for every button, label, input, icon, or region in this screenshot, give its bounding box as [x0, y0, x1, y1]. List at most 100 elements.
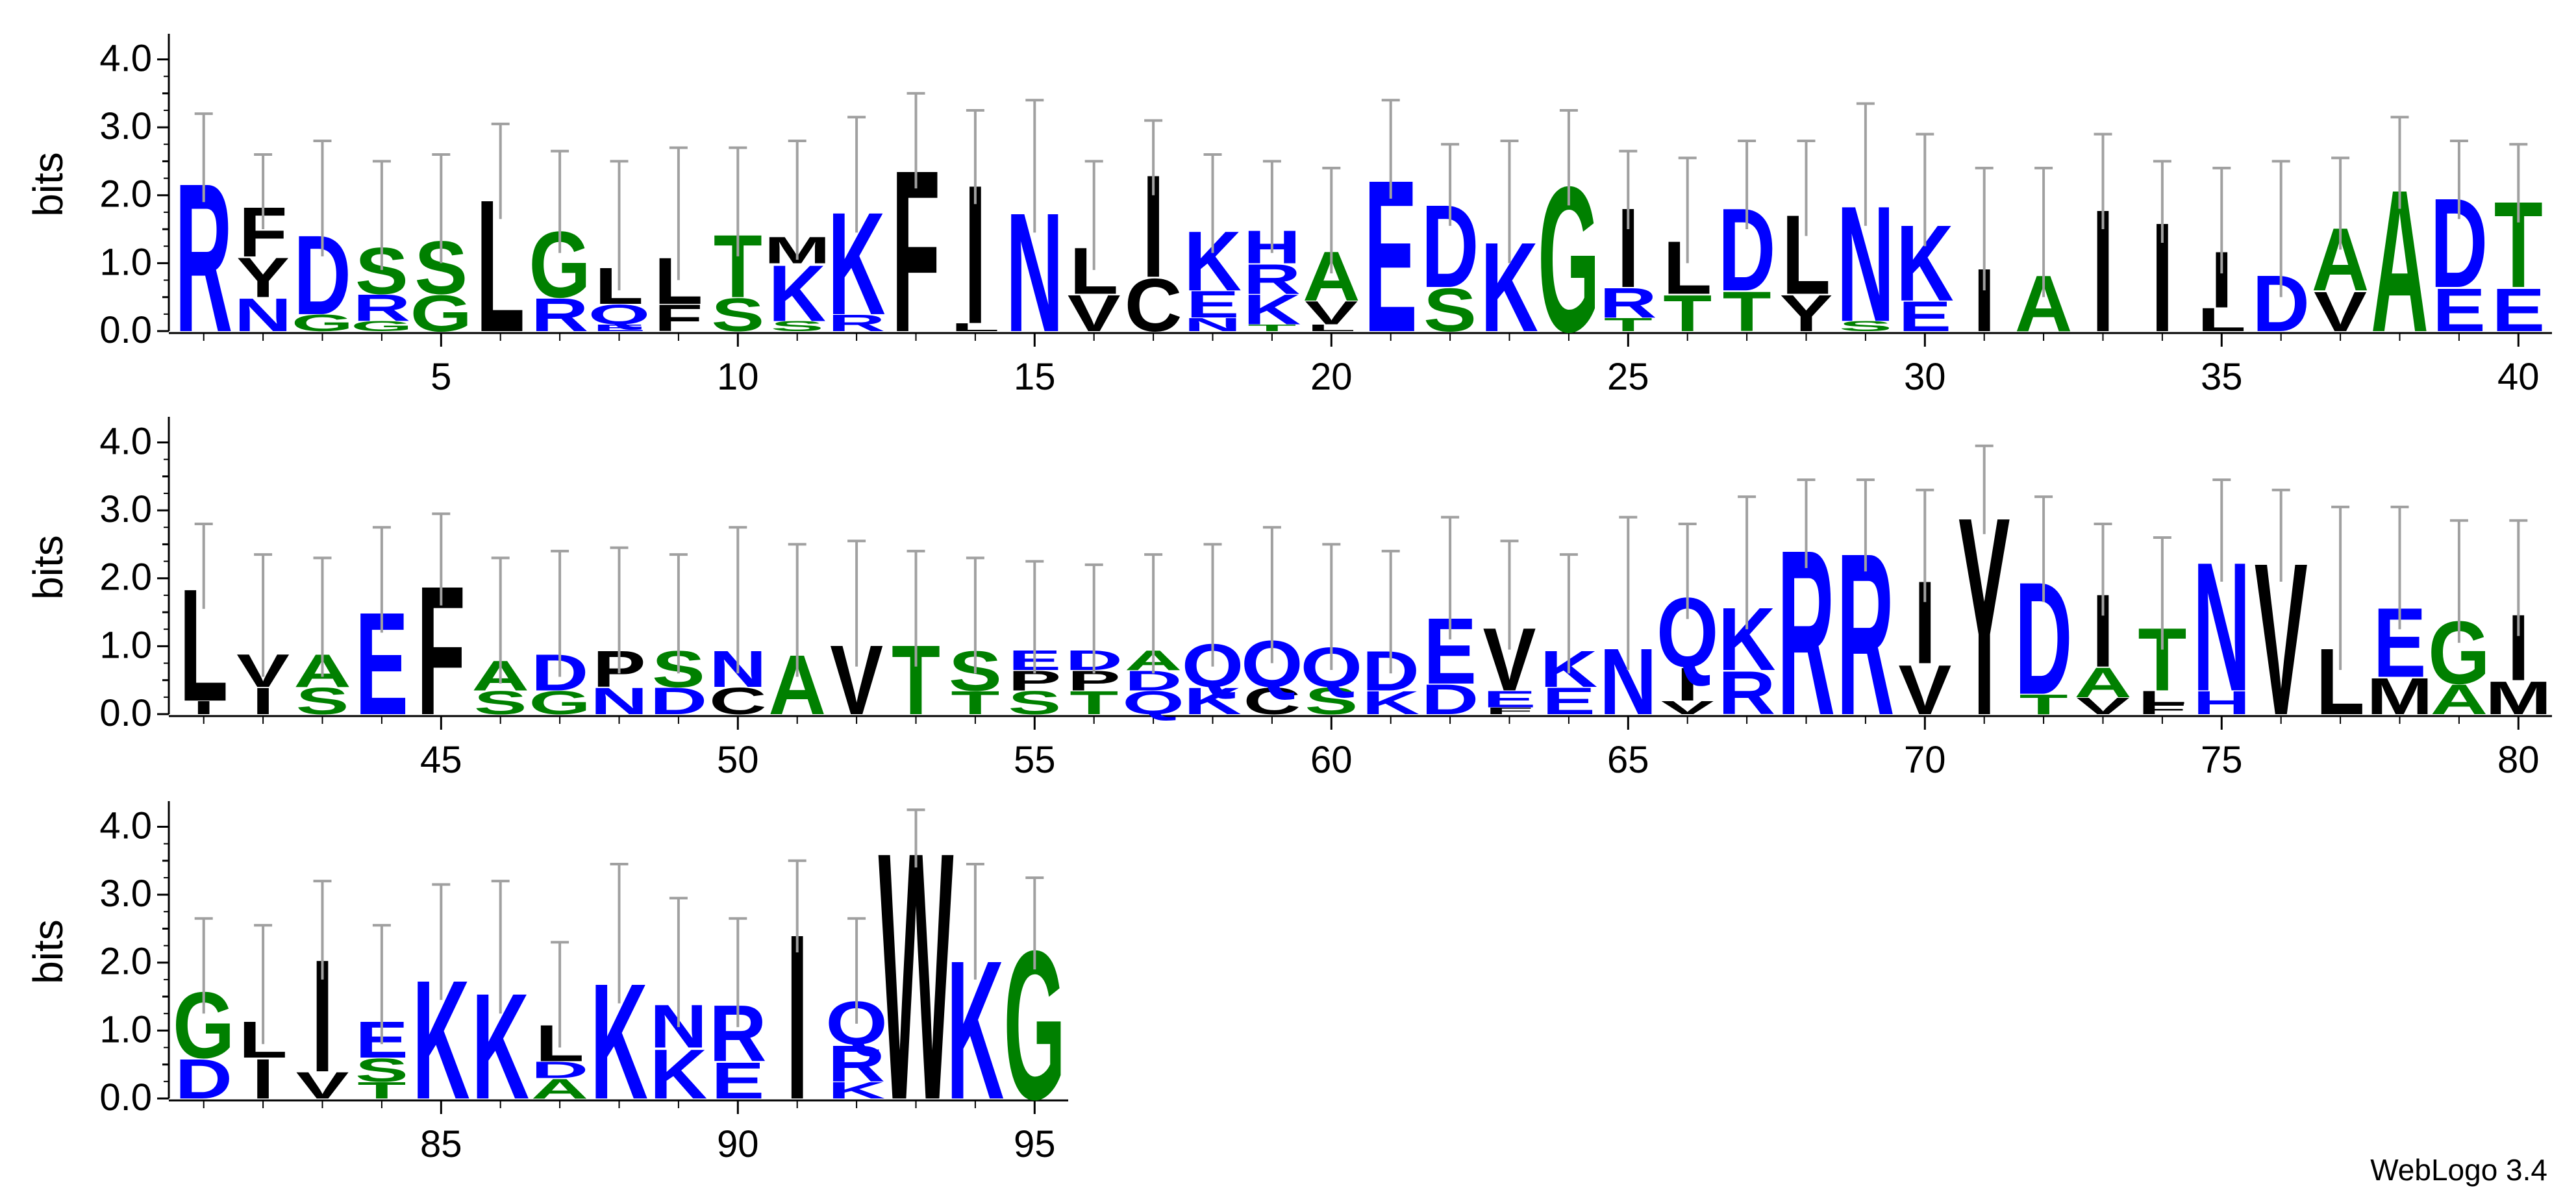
logo-letter: V	[2314, 280, 2367, 343]
y-tick-label: 0.0	[99, 1076, 152, 1119]
x-tick-label: 20	[1310, 356, 1353, 398]
logo-letter: T	[1247, 323, 1296, 333]
logo-letter: E	[711, 1051, 764, 1109]
y-tick-label: 1.0	[99, 241, 152, 283]
logo-letter: M	[2366, 667, 2432, 725]
logo-letter: A	[531, 1073, 589, 1105]
logo-letter: I	[252, 680, 274, 723]
logo-letter: L	[951, 321, 999, 333]
logo-letter: V	[1068, 284, 1121, 342]
x-tick-label: 80	[2497, 739, 2540, 781]
logo-letter: R	[1244, 255, 1301, 303]
logo-letter: C	[1125, 264, 1182, 347]
x-tick-label: 60	[1310, 739, 1353, 781]
y-axis-label: bits	[25, 152, 71, 217]
logo-letter: K	[768, 249, 826, 338]
y-axis-label: bits	[25, 535, 71, 600]
logo-letter: S	[1423, 276, 1477, 344]
logo-letter: L	[2138, 687, 2186, 708]
logo-letter: S	[296, 680, 349, 723]
logo-letter: G	[292, 310, 353, 336]
logo-letter: G	[410, 284, 472, 342]
y-tick-label: 4.0	[99, 804, 152, 847]
x-tick-label: 50	[717, 739, 759, 781]
y-tick-label: 3.0	[99, 105, 152, 147]
logo-letter: E	[593, 323, 646, 333]
logo-row-3: 0.0 1.0 2.0 3.0 4.0 bits 85 90 95	[25, 801, 1068, 1165]
x-tick-label: 5	[431, 356, 451, 398]
x-tick-label: 10	[717, 356, 759, 398]
logo-letter: A	[2074, 659, 2132, 706]
logo-letter: S	[1305, 680, 1358, 723]
x-tick-label: 40	[2497, 356, 2540, 398]
x-tick-label: 70	[1904, 739, 1946, 781]
logo-letter: S	[711, 289, 764, 341]
logo-letter: A	[2431, 676, 2488, 723]
logo-letter: D	[531, 1057, 589, 1084]
x-tick-label: 85	[420, 1123, 462, 1165]
x-tick-label: 15	[1014, 356, 1056, 398]
logo-letter: E	[2432, 276, 2486, 344]
logo-letter: K	[1184, 680, 1242, 723]
logo-letter: T	[1663, 284, 1712, 342]
logo-letter: D	[650, 680, 708, 723]
logo-letter: G	[529, 684, 590, 721]
logo-letter: S	[474, 684, 527, 721]
x-tick-label: 90	[717, 1123, 759, 1165]
y-tick-label: 3.0	[99, 873, 152, 915]
logo-letter: E	[1483, 686, 1536, 713]
logo-letter: Y	[236, 246, 290, 309]
logo-letter: T	[951, 684, 999, 721]
logo-letter: F	[2138, 701, 2186, 717]
logo-letter: D	[175, 1047, 232, 1110]
logo-letter: E	[1542, 680, 1595, 723]
logo-letter: R	[1599, 279, 1657, 327]
y-tick-label: 4.0	[99, 37, 152, 79]
logo-letter: G	[351, 318, 412, 334]
x-tick-label: 75	[2201, 739, 2243, 781]
logo-letter: K	[828, 1077, 886, 1104]
x-tick-label: 45	[420, 739, 462, 781]
y-tick-label: 0.0	[99, 692, 152, 734]
logo-letter: C	[709, 680, 767, 723]
logo-row-1: 0.0 1.0 2.0 3.0 4.0 bits 5 10 15 20 25 30 35 40	[25, 34, 2552, 398]
logo-letter: E	[1898, 293, 1951, 340]
logo-letter: S	[1008, 684, 1061, 721]
logo-letter: F	[1485, 706, 1534, 716]
y-tick-label: 0.0	[99, 309, 152, 351]
x-tick-label: 30	[1904, 356, 1946, 398]
y-tick-label: 2.0	[99, 173, 152, 216]
x-tick-label: 35	[2201, 356, 2243, 398]
logo-letter: I	[252, 1047, 274, 1110]
logo-letter: R	[828, 1034, 886, 1093]
y-tick-label: 2.0	[99, 941, 152, 983]
logo-letter: F	[654, 297, 703, 340]
logo-letter: Y	[1780, 284, 1833, 342]
x-tick-label: 65	[1607, 739, 1649, 781]
logo-letter: E	[2492, 276, 2545, 344]
logo-letter: Q	[588, 299, 650, 330]
logo-letter: S	[771, 318, 824, 334]
logo-row-2: 0.0 1.0 2.0 3.0 4.0 bits 45 50 55 60 65 70 75 80	[25, 417, 2552, 781]
logo-letter: R	[1718, 659, 1776, 727]
x-tick-label: 95	[1014, 1123, 1056, 1165]
logo-letter: K	[1244, 286, 1301, 333]
y-tick-label: 4.0	[99, 420, 152, 462]
y-tick-label: 2.0	[99, 556, 152, 599]
x-tick-label: 55	[1014, 739, 1056, 781]
y-tick-label: 1.0	[99, 624, 152, 666]
logo-letter: L	[2197, 301, 2246, 338]
logo-letter: R	[531, 289, 589, 341]
logo-letter: S	[355, 1052, 408, 1089]
y-tick-label: 1.0	[99, 1008, 152, 1050]
logo-letter: T	[1604, 314, 1653, 336]
logo-letter: T	[1723, 280, 1771, 343]
logo-letter: I	[1677, 658, 1699, 711]
logo-letter: N	[234, 289, 292, 341]
logo-letter: D	[1421, 676, 1479, 723]
logo-letter: M	[2485, 672, 2551, 725]
logo-letter: R	[353, 287, 411, 329]
logo-letter: I	[193, 697, 215, 719]
logo-letter: T	[2020, 689, 2068, 721]
